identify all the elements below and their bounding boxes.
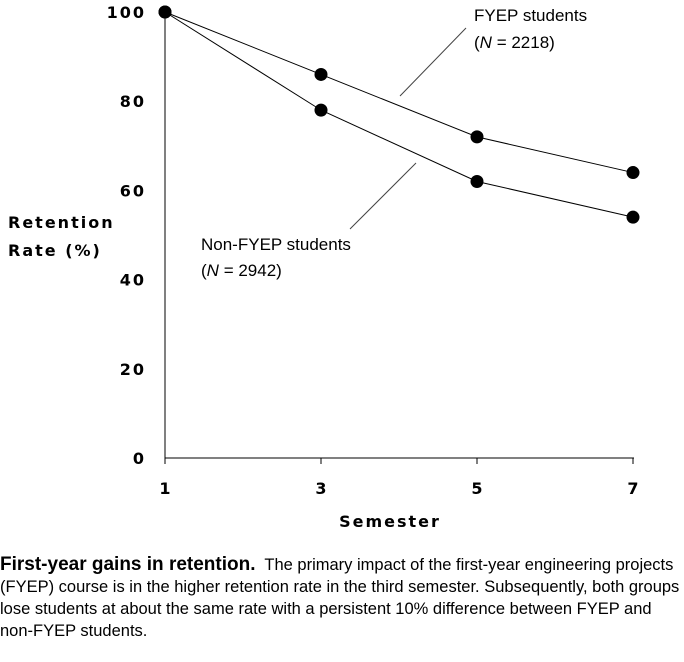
data-point-s1-5: [470, 174, 484, 188]
y-tick-labels: 0 20 40 60 80 100: [107, 3, 146, 468]
nonfyep-series-label: Non-FYEP students: [201, 235, 351, 254]
data-point-s0-5: [470, 130, 484, 144]
x-tick-label: 5: [471, 479, 482, 498]
retention-chart: 0 20 40 60 80 100 1 3 5 7 Retention Rate (%) Sem…: [8, 3, 640, 531]
nonfyep-leader-line: [349, 162, 417, 230]
y-axis-title-line-1: Retention: [8, 213, 115, 232]
y-tick-label: 100: [107, 3, 146, 22]
y-axis-title-line-2: Rate (%): [8, 241, 102, 260]
y-tick-label: 20: [120, 360, 146, 379]
data-point-s0-3: [314, 67, 328, 81]
series-lines: [164, 11, 634, 218]
y-tick-label: 60: [120, 181, 146, 200]
fyep-n-value: = 2218: [497, 33, 549, 52]
series-line-1: [164, 11, 634, 218]
data-point-s1-1: [158, 5, 172, 19]
y-tick-label: 40: [120, 271, 146, 290]
y-tick-label: 80: [120, 92, 146, 111]
figure-caption: First-year gains in retention. The prima…: [0, 554, 684, 642]
x-tick-label: 7: [627, 479, 638, 498]
series-line-0: [164, 11, 634, 174]
data-points: [158, 5, 640, 224]
caption-body: The primary impact of the first-year eng…: [0, 556, 680, 640]
data-point-s1-7: [626, 210, 640, 224]
x-axis-title: Semester: [339, 512, 441, 531]
nonfyep-n-value: = 2942: [224, 261, 276, 280]
caption-title-period: .: [250, 554, 256, 575]
fyep-leader-line: [399, 27, 467, 97]
nonfyep-n-label: (N = 2942): [201, 261, 282, 280]
nonfyep-n-symbol: N: [207, 261, 220, 280]
data-point-s0-7: [626, 166, 640, 180]
data-point-s1-3: [314, 103, 328, 117]
y-tick-label: 0: [133, 449, 146, 468]
x-tick-labels: 1 3 5 7: [159, 458, 639, 498]
fyep-n-symbol: N: [480, 33, 493, 52]
caption-title: First-year gains in retention: [0, 554, 251, 575]
axes: [164, 12, 634, 459]
fyep-series-label: FYEP students: [474, 6, 587, 25]
fyep-n-label: (N = 2218): [474, 33, 555, 52]
x-tick-label: 3: [315, 479, 326, 498]
x-tick-label: 1: [159, 479, 170, 498]
